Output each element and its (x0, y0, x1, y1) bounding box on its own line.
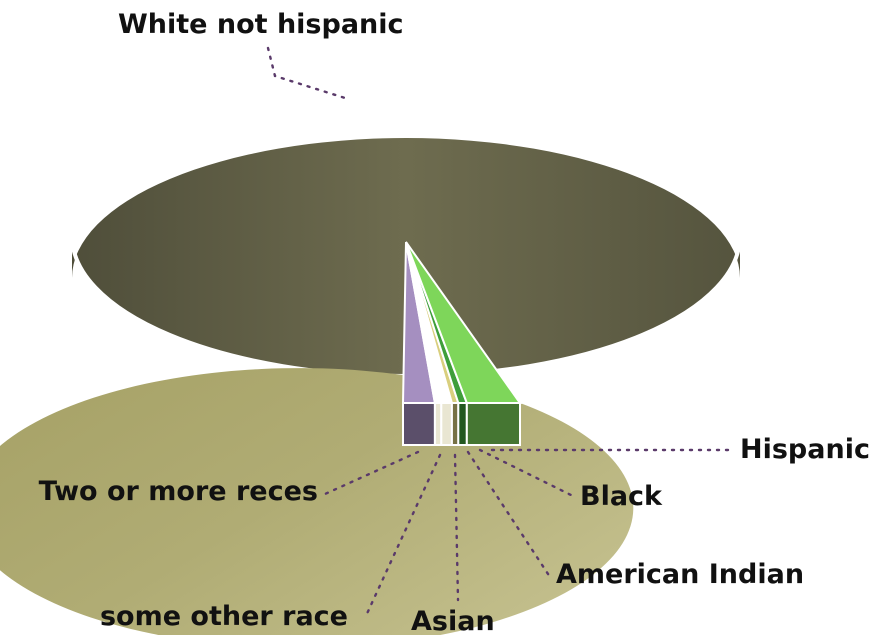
leader-line-asian (453, 453, 460, 602)
leader-line-some-other-race (363, 453, 442, 620)
slice-hispanic-front (465, 402, 521, 446)
label-two-or-more-reces: Two or more reces (39, 476, 318, 507)
slice-asian-front (440, 402, 453, 446)
label-some-other-race: some other race (100, 601, 348, 632)
label-white-not-hispanic: White not hispanic (118, 9, 404, 40)
label-american-indian: American Indian (556, 559, 804, 590)
leader-line-white-not-hispanic (266, 46, 347, 100)
slice-black-front (457, 402, 468, 446)
leader-line-two-or-more-reces (323, 450, 420, 496)
label-black: Black (580, 481, 663, 512)
leader-line-black (478, 448, 577, 499)
label-asian: Asian (411, 606, 495, 635)
leader-line-american-indian (466, 450, 552, 579)
label-hispanic: Hispanic (740, 434, 870, 465)
slice-two-or-more-reces-front (402, 402, 436, 446)
